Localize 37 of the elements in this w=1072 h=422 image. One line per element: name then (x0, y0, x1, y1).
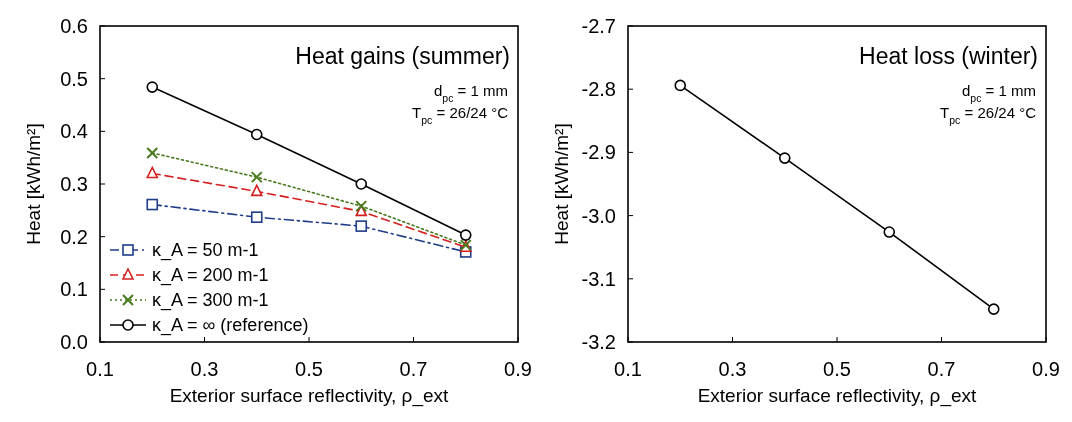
y-tick-label: 0.6 (60, 15, 88, 37)
y-tick-label: 0.2 (60, 225, 88, 248)
annotation: T$_{pc}$ = 26/24 °C (940, 104, 1037, 126)
y-tick-label: -3.1 (581, 267, 616, 290)
x-tick-label: 0.5 (295, 358, 323, 380)
y-tick-label: -2.9 (581, 141, 616, 164)
y-tick-label: 0.0 (60, 331, 88, 353)
y-axis-title: Heat [kWh/m²] (551, 123, 572, 245)
text: Heat gains (summer) (295, 43, 510, 69)
legend-label: κ_A = 300 m-1 (152, 290, 269, 312)
x-tick-label: 0.7 (399, 358, 428, 380)
y-tick-label: -3.2 (581, 331, 616, 353)
annotation: d$_{pc}$ = 1 mm (433, 82, 508, 104)
x-tick-label: 0.7 (927, 358, 956, 380)
y-tick-label: 0.3 (60, 173, 88, 195)
text: Heat loss (winter) (859, 43, 1038, 69)
x-axis-title: Exterior surface reflectivity, ρ_ext (697, 385, 978, 407)
x-tick-label: 0.1 (614, 358, 642, 380)
annotation: d$_{pc}$ = 1 mm (961, 82, 1036, 104)
x-tick-label: 0.3 (190, 358, 219, 380)
y-tick-label: -3.0 (581, 204, 616, 227)
y-tick-label: 0.4 (60, 120, 88, 143)
x-tick-label: 0.5 (823, 358, 851, 380)
x-axis-title: Exterior surface reflectivity, ρ_ext (169, 385, 450, 407)
legend-label: κ_A = 200 m-1 (152, 265, 269, 287)
y-axis-title: Heat [kWh/m²] (23, 123, 44, 245)
y-tick-label: -2.7 (581, 15, 616, 37)
legend-label: κ_A = ∞ (reference) (152, 315, 309, 337)
legend-label: κ_A = 50 m-1 (152, 240, 259, 262)
x-tick-label: 0.1 (86, 358, 114, 380)
x-tick-label: 0.9 (504, 358, 532, 380)
x-tick-label: 0.9 (1032, 358, 1060, 380)
y-tick-label: 0.5 (60, 67, 88, 90)
y-tick-label: 0.1 (60, 278, 88, 301)
x-tick-label: 0.3 (718, 358, 747, 380)
y-tick-label: -2.8 (581, 78, 616, 101)
annotation: T$_{pc}$ = 26/24 °C (412, 104, 509, 126)
